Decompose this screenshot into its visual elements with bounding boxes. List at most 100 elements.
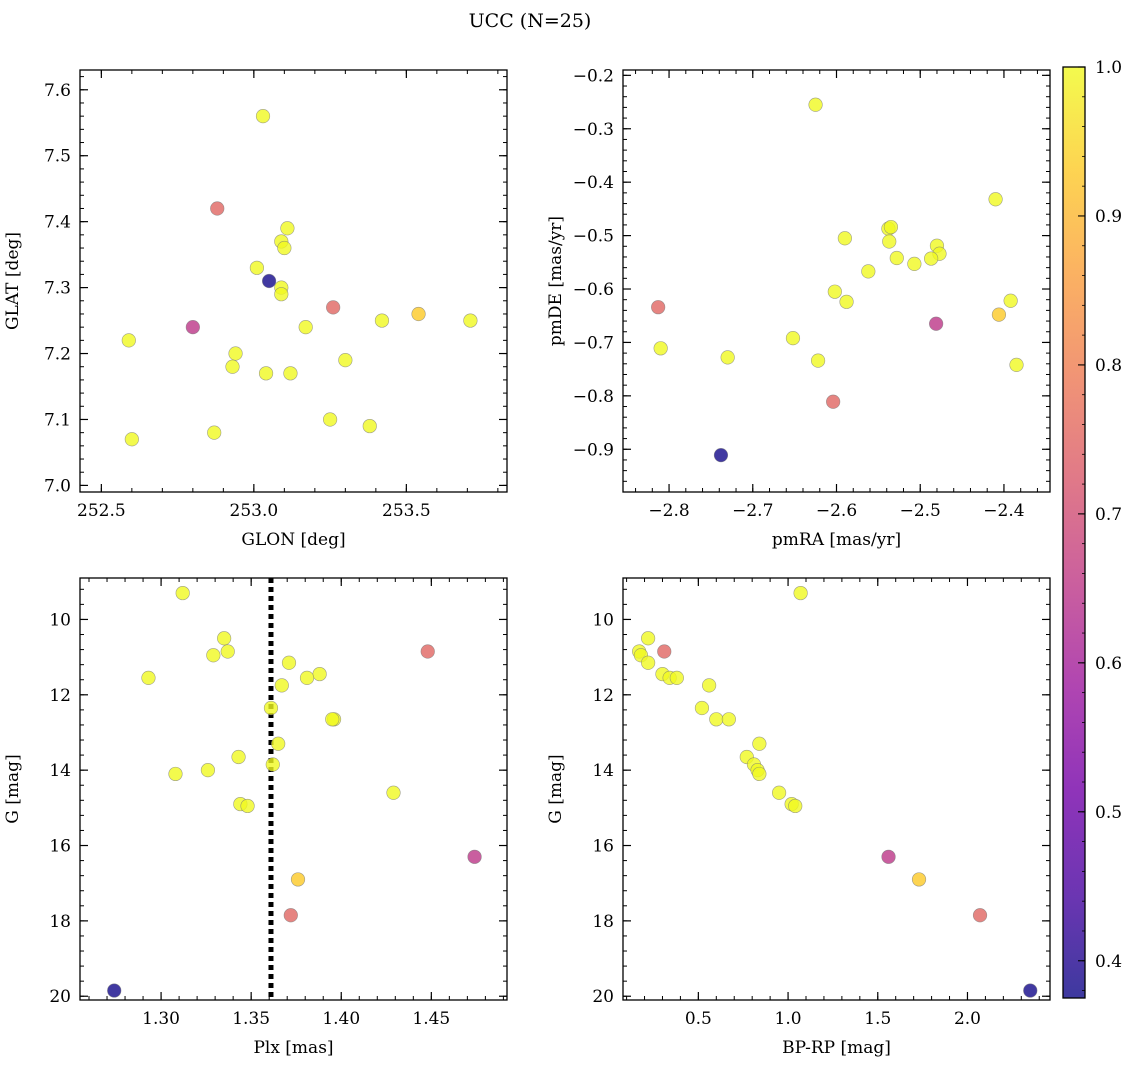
data-point xyxy=(911,872,927,887)
data-point xyxy=(263,700,279,716)
data-point xyxy=(889,250,904,266)
panel-3: 1.30 1.35 1.40 1.45 10 12 14 16 18 20 Plx [mas] G [… xyxy=(3,577,508,1058)
y-tick-label: −0.7 xyxy=(573,333,614,353)
data-point xyxy=(299,670,315,685)
x-tick-label: −2.7 xyxy=(732,501,773,521)
x-tick-label: 253.5 xyxy=(382,501,431,521)
x-tick-label: 1.40 xyxy=(322,1009,360,1029)
data-point xyxy=(281,655,297,670)
y-axis-label: GLAT [deg] xyxy=(3,232,23,330)
data-point xyxy=(1003,293,1018,308)
data-point xyxy=(861,264,876,279)
data-point xyxy=(810,353,826,368)
y-tick-label: 18 xyxy=(49,912,71,932)
x-tick-label: 1.5 xyxy=(864,1009,891,1029)
plot-frame xyxy=(622,69,1051,493)
data-point xyxy=(107,983,122,998)
data-point xyxy=(271,736,286,751)
data-point xyxy=(312,666,327,682)
data-point xyxy=(972,908,988,923)
data-point xyxy=(374,313,390,328)
data-point xyxy=(280,221,295,236)
y-tick-label: 7.1 xyxy=(44,410,71,430)
data-point xyxy=(752,766,767,782)
data-point xyxy=(338,353,353,368)
y-tick-label: 14 xyxy=(49,761,71,781)
x-tick-label: −2.8 xyxy=(648,501,689,521)
data-point xyxy=(694,700,710,716)
plot-frame xyxy=(622,577,1051,1001)
data-point xyxy=(362,418,377,434)
data-point xyxy=(709,712,724,727)
data-point xyxy=(220,644,235,659)
data-point xyxy=(217,631,232,646)
colorbar-tick-label: 0.4 xyxy=(1095,952,1122,972)
data-point xyxy=(788,798,803,814)
colorbar-tick-label: 0.9 xyxy=(1095,207,1122,227)
plot-frame xyxy=(79,577,508,1001)
y-tick-label: 7.5 xyxy=(44,147,71,167)
x-tick-label: 252.5 xyxy=(77,501,126,521)
data-point xyxy=(988,192,1003,207)
x-tick-label: 1.30 xyxy=(142,1009,180,1029)
colorbar-tick-label: 1.0 xyxy=(1095,58,1122,78)
x-tick-label: 1.35 xyxy=(232,1009,270,1029)
colorbar: 0.4 0.5 0.6 0.7 0.8 0.9 1.0 xyxy=(1062,58,1122,999)
data-point xyxy=(641,655,656,670)
data-point xyxy=(277,240,292,256)
data-point xyxy=(206,648,221,663)
data-point xyxy=(929,316,944,331)
y-axis-label: pmDE [mas/yr] xyxy=(546,216,566,346)
data-point xyxy=(771,785,787,800)
y-tick-label: 12 xyxy=(592,686,614,706)
y-tick-label: −0.3 xyxy=(573,120,614,140)
data-point xyxy=(808,97,823,112)
data-point xyxy=(255,109,271,124)
data-point xyxy=(185,320,200,335)
data-point xyxy=(785,331,801,346)
data-point xyxy=(669,670,684,685)
data-point xyxy=(175,585,190,601)
y-tick-label: 16 xyxy=(49,837,71,857)
y-tick-label: 7.0 xyxy=(44,476,71,496)
data-point xyxy=(231,749,246,765)
plot-area xyxy=(651,97,1024,463)
y-tick-label: −0.6 xyxy=(573,280,614,300)
data-point xyxy=(1009,357,1024,372)
data-point xyxy=(207,425,222,440)
data-point xyxy=(323,412,338,427)
y-tick-label: −0.8 xyxy=(573,387,614,407)
colorbar-gradient xyxy=(1063,67,1085,998)
data-point xyxy=(326,300,341,315)
data-point xyxy=(265,757,280,772)
x-tick-label: −2.5 xyxy=(900,501,941,521)
y-tick-label: −0.2 xyxy=(573,66,614,86)
y-tick-label: −0.5 xyxy=(573,227,614,247)
x-axis-label: pmRA [mas/yr] xyxy=(772,530,901,550)
y-axis-label: G [mag] xyxy=(3,754,23,823)
x-axis-label: Plx [mas] xyxy=(253,1038,333,1058)
data-point xyxy=(290,872,306,887)
data-point xyxy=(258,366,274,381)
figure-title: UCC (N=25) xyxy=(469,10,592,32)
colorbar-tick-label: 0.7 xyxy=(1095,505,1122,525)
data-point xyxy=(274,287,289,302)
data-point xyxy=(420,644,435,659)
data-point xyxy=(924,251,939,266)
colorbar-tick-label: 0.6 xyxy=(1095,654,1122,674)
data-point xyxy=(651,300,666,315)
data-point xyxy=(991,307,1007,322)
x-tick-label: 0.5 xyxy=(685,1009,712,1029)
y-tick-label: 10 xyxy=(592,610,614,630)
x-tick-label: −2.6 xyxy=(816,501,857,521)
x-tick-label: 1.45 xyxy=(412,1009,450,1029)
data-point xyxy=(793,585,808,601)
data-point xyxy=(325,712,340,727)
data-point xyxy=(168,766,183,782)
y-tick-label: 7.3 xyxy=(44,279,71,299)
data-point xyxy=(883,219,899,235)
data-point xyxy=(141,670,156,685)
data-point xyxy=(240,798,255,814)
y-tick-label: 20 xyxy=(592,987,614,1007)
